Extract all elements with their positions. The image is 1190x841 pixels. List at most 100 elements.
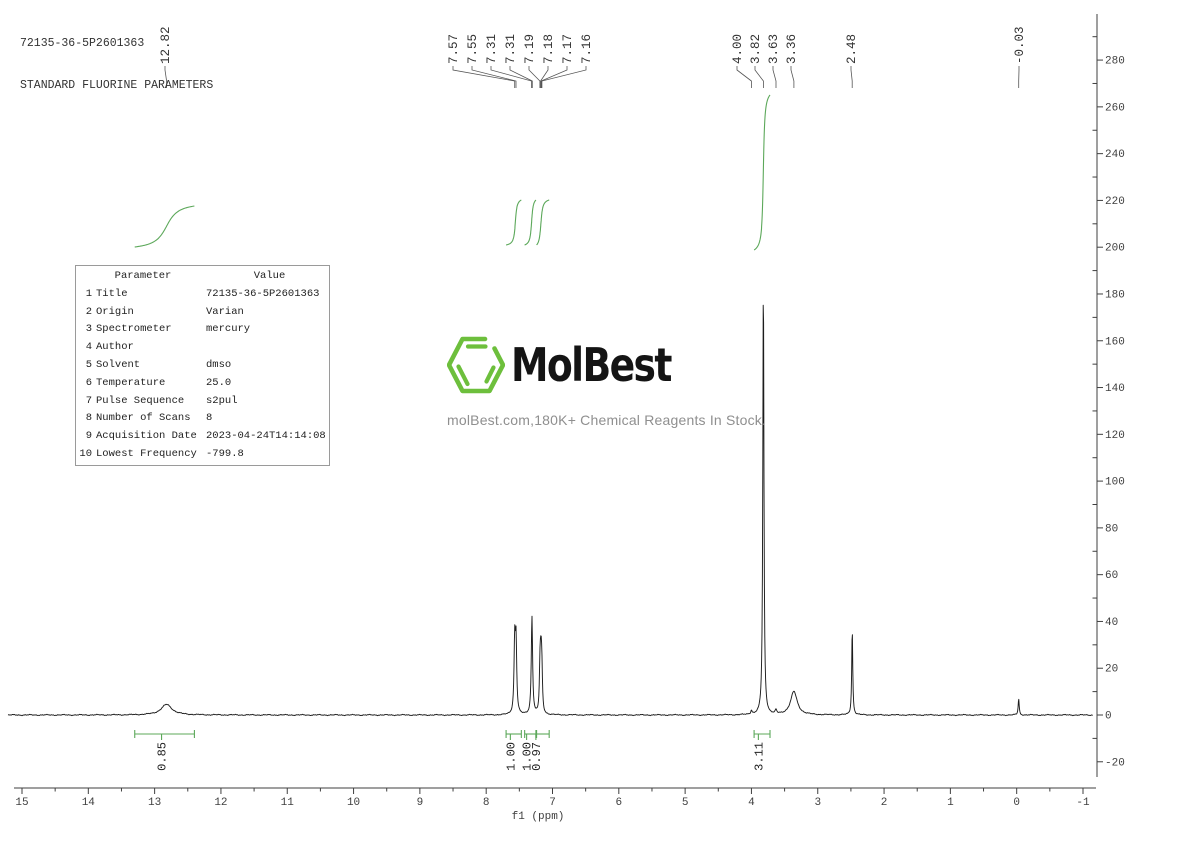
row-number: 4 [85, 341, 92, 354]
x-tick-label: 1 [947, 797, 954, 809]
y-tick-label: 100 [1105, 477, 1125, 489]
y-tick-label: 280 [1105, 56, 1125, 68]
peak-connector-line [164, 66, 168, 88]
y-tick-label: 120 [1105, 430, 1125, 442]
peak-connector-line [509, 66, 533, 88]
parameter-name: Pulse Sequence [96, 394, 185, 407]
parameter-value: dmso [206, 359, 232, 372]
parameter-value: -799.8 [206, 448, 244, 461]
inner-bond-lower-left [456, 364, 470, 387]
integral-label: 3.11 [752, 742, 766, 771]
integral-label: 0.85 [156, 742, 170, 771]
parameter-value: s2pul [206, 394, 238, 407]
peak-label: 7.55 [466, 34, 480, 64]
parameter-name: Number of Scans [96, 412, 191, 425]
y-tick-label: 80 [1105, 523, 1118, 535]
y-tick-label: 220 [1105, 196, 1125, 208]
integral-curve [753, 94, 771, 251]
x-tick-label: 10 [347, 797, 360, 809]
x-tick-label: 15 [15, 797, 28, 809]
peak-connector-line [790, 66, 795, 88]
x-tick-label: 11 [281, 797, 295, 809]
parameter-table-header: Parameter Value [76, 266, 329, 285]
logo-text: MolBest [511, 338, 672, 392]
y-tick-label: 20 [1105, 664, 1118, 676]
peak-connector-line [772, 66, 777, 88]
table-row: 4 Author [76, 338, 329, 356]
peak-label: 4.00 [731, 34, 745, 64]
x-tick-label: 7 [549, 797, 556, 809]
parameter-value: 72135-36-5P2601363 [206, 287, 320, 300]
molbest-logo: MolBest [447, 333, 706, 397]
y-tick-label: 200 [1105, 243, 1125, 255]
integral-curve [134, 205, 195, 248]
x-tick-label: 4 [748, 797, 755, 809]
peak-connector-line [490, 66, 532, 88]
x-tick-label: 2 [881, 797, 888, 809]
peak-label: 7.19 [523, 34, 537, 64]
inner-bond-lower-right [484, 365, 496, 384]
spectrum-trace [7, 304, 1093, 717]
row-number: 6 [85, 376, 92, 389]
spectrum-subtitle: STANDARD FLUORINE PARAMETERS [20, 79, 214, 92]
x-tick-label: 6 [616, 797, 623, 809]
x-tick-label: 12 [214, 797, 227, 809]
x-tick-label: 14 [82, 797, 96, 809]
peak-label: 12.82 [159, 26, 173, 64]
parameter-name: Spectrometer [96, 323, 172, 336]
y-tick-label: 240 [1105, 149, 1125, 161]
peak-connector-line [540, 66, 568, 88]
peak-label: 7.16 [580, 34, 594, 64]
peak-label: -0.03 [1013, 26, 1027, 64]
parameter-name: Origin [96, 305, 134, 318]
integral-brackets [134, 730, 771, 740]
x-tick-label: 8 [483, 797, 490, 809]
peak-connector-line [471, 66, 517, 88]
x-tick-label: 9 [417, 797, 424, 809]
table-row: 1 Title 72135-36-5P2601363 [76, 285, 329, 303]
parameter-table: Parameter Value 1 Title 72135-36-5P2601363 2 O… [75, 265, 330, 466]
column-header-parameter: Parameter [114, 269, 172, 282]
integral-label: 1.00 [521, 742, 535, 771]
logo-tagline: molBest.com,180K+ Chemical Reagents In S… [447, 412, 767, 428]
x-axis-title: f1 (ppm) [512, 811, 565, 823]
y-tick-label: 260 [1105, 102, 1125, 114]
table-row: 5 Solvent dmso [76, 356, 329, 374]
integral-label: 1.00 [504, 742, 518, 771]
parameter-name: Lowest Frequency [96, 448, 197, 461]
y-tick-label: 0 [1105, 711, 1112, 723]
parameter-value: mercury [206, 323, 251, 336]
peak-label: 7.31 [504, 34, 518, 64]
peak-connector-line [850, 66, 853, 88]
peak-label: 3.36 [785, 34, 799, 64]
row-number: 10 [79, 448, 92, 461]
parameter-value: 25.0 [206, 376, 232, 389]
y-tick-label: 140 [1105, 383, 1125, 395]
peak-label: 7.31 [485, 34, 499, 64]
peak-label: 7.17 [561, 34, 575, 64]
table-row: 7 Pulse Sequence s2pul [76, 392, 329, 410]
row-number: 7 [85, 394, 92, 407]
parameter-value: 8 [206, 412, 213, 425]
y-tick-label: -20 [1105, 757, 1125, 769]
row-number: 1 [85, 287, 92, 300]
integral-curves [134, 94, 771, 251]
table-row: 9 Acquisition Date 2023-04-24T14:14:08 [76, 427, 329, 445]
table-row: 8 Number of Scans 8 [76, 410, 329, 428]
parameter-name: Acquisition Date [96, 430, 197, 443]
peak-label: 3.63 [767, 34, 781, 64]
row-number: 9 [85, 430, 92, 443]
parameter-value: 2023-04-24T14:14:08 [206, 430, 326, 443]
row-number: 8 [85, 412, 92, 425]
table-row: 2 Origin Varian [76, 303, 329, 321]
parameter-name: Title [96, 287, 128, 300]
y-tick-label: 180 [1105, 289, 1125, 301]
x-tick-label: 0 [1013, 797, 1020, 809]
x-tick-label: 13 [148, 797, 161, 809]
integral-curve [536, 199, 550, 246]
peak-label: 2.48 [845, 34, 859, 64]
integral-curve [524, 199, 537, 246]
peak-label: 3.82 [749, 34, 763, 64]
